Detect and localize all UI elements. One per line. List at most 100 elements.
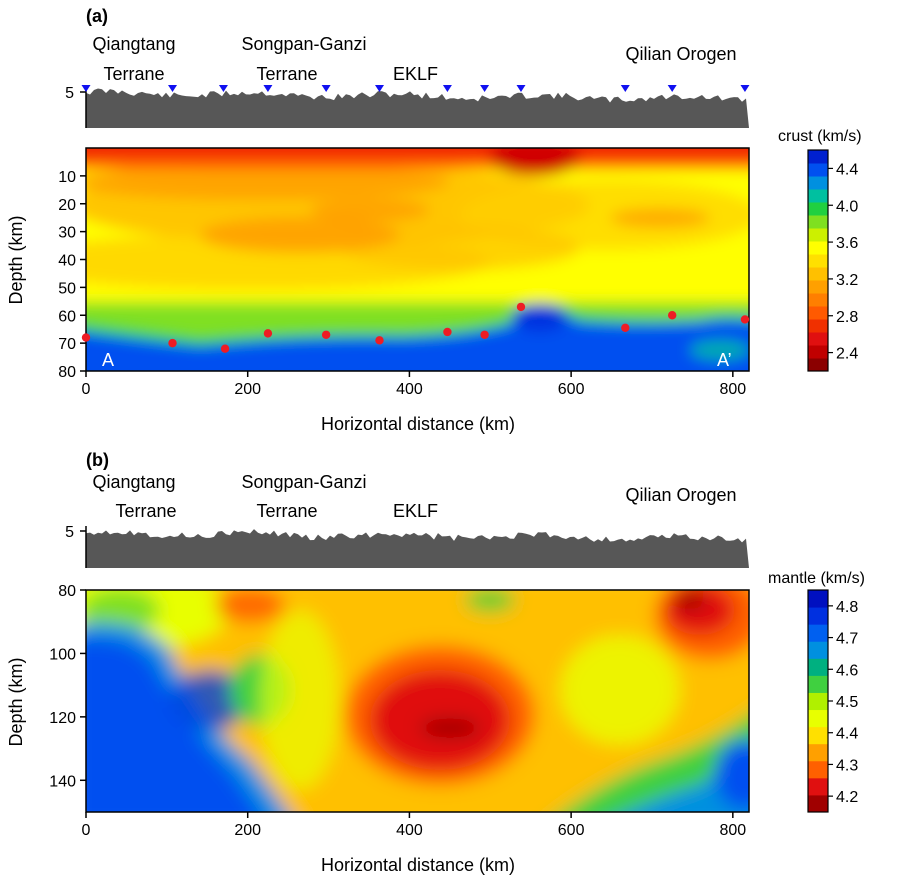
y-tick-label-2: 30 bbox=[58, 225, 76, 242]
y-tick-label-7: 80 bbox=[58, 364, 76, 381]
moho-point-2 bbox=[220, 344, 230, 353]
x-tick-label-1: 200 bbox=[234, 381, 261, 398]
moho-points bbox=[81, 302, 750, 353]
topo-tick-label: 5 bbox=[65, 524, 74, 541]
region-label-songpan-terrane: Terrane bbox=[256, 64, 317, 84]
station-marker-11 bbox=[740, 85, 750, 92]
colorbar-swatch-8 bbox=[808, 254, 828, 268]
colorbar-tick-label-1: 4.3 bbox=[836, 757, 858, 774]
panel-b-topography: 5 bbox=[65, 524, 749, 568]
x-tick-label-0: 0 bbox=[82, 822, 91, 839]
region-label-songpan-terrane: Terrane bbox=[256, 501, 317, 521]
station-marker-8 bbox=[516, 85, 526, 92]
colorbar-swatch-1 bbox=[808, 345, 828, 359]
colorbar-swatch-15 bbox=[808, 163, 828, 177]
moho-point-8 bbox=[516, 302, 526, 312]
mantle-velocity-field bbox=[86, 590, 749, 812]
colorbar-tick-label-2: 3.2 bbox=[836, 272, 858, 289]
colorbar-tick-label-4: 4.0 bbox=[836, 198, 858, 215]
colorbar-swatch-5 bbox=[808, 709, 828, 728]
profile-end-label: A’ bbox=[717, 350, 732, 370]
moho-point-10 bbox=[667, 311, 677, 320]
region-label-eklf: EKLF bbox=[393, 64, 438, 84]
station-marker-2 bbox=[218, 85, 228, 92]
station-marker-0 bbox=[81, 85, 91, 92]
y-tick-label-3: 140 bbox=[49, 773, 76, 790]
station-marker-1 bbox=[168, 85, 178, 92]
colorbar-swatch-3 bbox=[808, 743, 828, 762]
colorbar-title: mantle (km/s) bbox=[768, 570, 865, 587]
colorbar-swatch-0 bbox=[808, 358, 828, 372]
colorbar-swatch-13 bbox=[808, 189, 828, 203]
colorbar-swatch-14 bbox=[808, 176, 828, 190]
colorbar-tick-label-5: 4.4 bbox=[836, 161, 858, 178]
panel-b-label: (b) bbox=[86, 450, 109, 470]
panel-b-region-labels: Qiangtang Terrane Songpan-Ganzi Terrane … bbox=[92, 472, 736, 521]
moho-point-11 bbox=[740, 315, 750, 324]
station-markers bbox=[81, 85, 750, 92]
region-label-qiangtang: Qiangtang bbox=[92, 472, 175, 492]
panel-a-region-labels: Qiangtang Terrane Songpan-Ganzi Terrane … bbox=[92, 34, 736, 84]
station-marker-3 bbox=[263, 85, 273, 92]
colorbar-tick-label-3: 3.6 bbox=[836, 235, 858, 252]
colorbar-swatch-9 bbox=[808, 241, 828, 255]
y-tick-label-1: 20 bbox=[58, 197, 76, 214]
moho-point-3 bbox=[263, 329, 273, 338]
colorbar-tick-label-1: 2.8 bbox=[836, 309, 858, 326]
colorbar-tick-label-4: 4.6 bbox=[836, 662, 858, 679]
station-marker-9 bbox=[620, 85, 630, 92]
colorbar-swatch-7 bbox=[808, 267, 828, 281]
y-tick-label-2: 120 bbox=[49, 710, 76, 727]
x-tick-label-2: 400 bbox=[396, 822, 423, 839]
moho-point-9 bbox=[621, 323, 630, 332]
station-marker-6 bbox=[442, 85, 452, 92]
moho-point-0 bbox=[81, 333, 91, 342]
region-label-songpan: Songpan-Ganzi bbox=[241, 472, 366, 492]
station-marker-4 bbox=[321, 85, 331, 92]
topography-profile bbox=[86, 529, 749, 568]
y-axis-title: Depth (km) bbox=[6, 215, 26, 304]
region-label-qilian: Qilian Orogen bbox=[625, 44, 736, 64]
colorbar-tick-label-2: 4.4 bbox=[836, 726, 858, 743]
colorbar-tick-label-6: 4.8 bbox=[836, 599, 858, 616]
x-axis-title: Horizontal distance (km) bbox=[321, 855, 515, 875]
panel-b-plot: 0 200 400 600 800 80 100 120 140 Horizontal dist… bbox=[6, 583, 750, 875]
colorbar-swatch-9 bbox=[808, 641, 828, 659]
y-axis-title: Depth (km) bbox=[6, 657, 26, 746]
colorbar-title: crust (km/s) bbox=[778, 128, 862, 145]
mantle-colorbar: mantle (km/s) 4.2 4.3 4.4 4.5 4.6 4.7 4.8 bbox=[768, 570, 865, 813]
colorbar-swatch-16 bbox=[808, 150, 828, 164]
region-label-qiangtang: Qiangtang bbox=[92, 34, 175, 54]
colorbar-swatch-6 bbox=[808, 280, 828, 294]
panel-a-plot: A A’ 0 200 400 600 800 10 20 30 40 50 60 70 80 Horiz… bbox=[6, 147, 750, 434]
colorbar-swatch-4 bbox=[808, 306, 828, 320]
colorbar-swatch-0 bbox=[808, 794, 828, 813]
colorbar-swatch-6 bbox=[808, 692, 828, 711]
moho-point-4 bbox=[321, 330, 331, 339]
x-tick-label-3: 600 bbox=[558, 381, 585, 398]
x-axis-title: Horizontal distance (km) bbox=[321, 414, 515, 434]
colorbar-swatch-7 bbox=[808, 675, 828, 693]
colorbar-swatch-1 bbox=[808, 777, 828, 796]
station-marker-10 bbox=[667, 85, 677, 92]
moho-point-6 bbox=[443, 327, 452, 337]
x-tick-label-0: 0 bbox=[82, 381, 91, 398]
colorbar-swatch-3 bbox=[808, 319, 828, 333]
x-tick-label-4: 800 bbox=[719, 822, 746, 839]
moho-point-1 bbox=[168, 338, 177, 348]
region-label-qiangtang-terrane: Terrane bbox=[103, 64, 164, 84]
y-tick-label-1: 100 bbox=[49, 646, 76, 663]
x-tick-label-2: 400 bbox=[396, 381, 423, 398]
colorbar-swatch-2 bbox=[808, 760, 828, 779]
region-label-qilian: Qilian Orogen bbox=[625, 485, 736, 505]
colorbar-frame bbox=[807, 149, 829, 372]
colorbar-tick-label-5: 4.7 bbox=[836, 631, 858, 648]
panel-b-axes: 0 200 400 600 800 80 100 120 140 bbox=[49, 583, 746, 839]
x-tick-label-1: 200 bbox=[234, 822, 261, 839]
colorbar-tick-label-0: 4.2 bbox=[836, 789, 858, 806]
y-tick-label-5: 60 bbox=[58, 308, 76, 325]
x-tick-label-3: 600 bbox=[558, 822, 585, 839]
panel-a: (a) Qiangtang Terrane Songpan-Ganzi Terr… bbox=[6, 6, 862, 434]
topo-tick-label: 5 bbox=[65, 85, 74, 102]
